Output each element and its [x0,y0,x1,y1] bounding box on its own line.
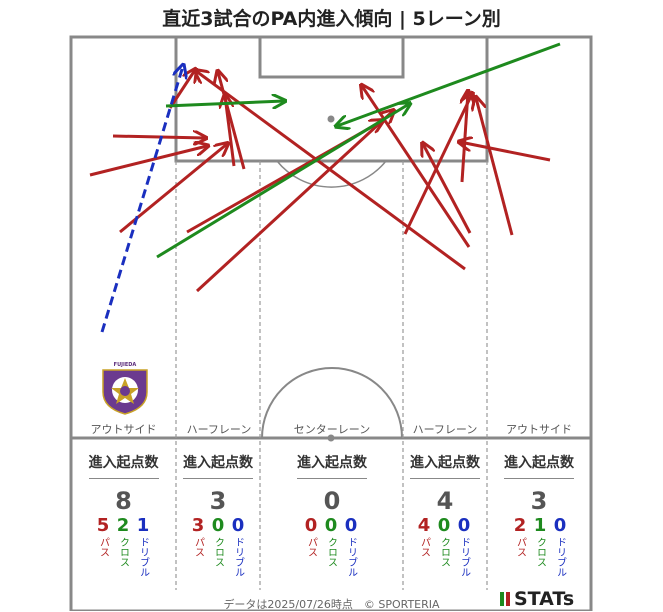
breakdown-outside-left: 5 パス 2 クロス 1 ドリブル [96,515,150,578]
pass-arrow [196,71,466,271]
pass-label: パス [305,537,317,557]
pass-label: パス [514,537,526,557]
center-spot [327,434,335,442]
dribble-label: ドリブル [458,537,470,577]
breakdown-center: 0 パス 0 クロス 0 ドリブル [304,515,358,578]
pass-arrow [168,70,195,109]
lane-label-outside-left: アウトサイド [90,423,157,436]
pass-label: パス [418,537,430,557]
pass-arrow [423,144,472,234]
breakdown-outside-right: 2 パス 1 クロス 0 ドリブル [513,515,567,578]
lane-label-center: センターレーン [293,423,371,436]
dribble-label: ドリブル [345,537,357,577]
cross-label: クロス [212,537,224,567]
dribble-count: 0 [457,515,471,536]
lane-stat-center: 進入起点数 0 [262,452,402,515]
stat-header: 進入起点数 [410,455,480,471]
emblem-text: FUJIEDA [114,362,137,368]
cross-count: 1 [533,515,547,536]
dribble-count: 1 [136,515,150,536]
breakdown-halfspace-right: 4 パス 0 クロス 0 ドリブル [417,515,471,578]
page-title: 直近3試合のPA内進入傾向 | 5レーン別 [162,8,501,30]
dribble-label: ドリブル [554,537,566,577]
stat-header: 進入起点数 [297,455,367,471]
pass-arrow [195,111,393,293]
lane-stat-halfspace-right: 進入起点数 4 [403,452,487,515]
pass-label: パス [97,537,109,557]
stat-header: 進入起点数 [504,455,574,471]
cross-count: 0 [437,515,451,536]
cross-count: 0 [211,515,225,536]
dribble-count: 0 [344,515,358,536]
cross-arrow [156,104,409,259]
penalty-spot [327,115,335,123]
pass-arrow [362,86,471,248]
cross-arrows [156,42,561,259]
cross-arrow [337,42,561,126]
stat-total: 4 [436,487,454,515]
pass-arrow [89,146,207,177]
stat-total: 3 [530,487,548,515]
dribble-count: 0 [553,515,567,536]
club-emblem: FUJIEDA [102,362,148,415]
goal-area [258,35,405,79]
stat-header: 進入起点数 [88,455,159,471]
pass-count: 2 [513,515,527,536]
pass-arrow [225,96,236,167]
cross-label: クロス [117,537,129,567]
cross-label: クロス [438,537,450,567]
dribble-arrow [100,66,183,333]
stat-total: 0 [323,487,341,515]
cross-count: 0 [324,515,338,536]
dribble-label: ドリブル [137,537,149,577]
pass-arrow [460,142,551,162]
stat-total: 8 [115,487,132,515]
stats-logo: STATs [500,588,574,610]
pass-count: 4 [417,515,431,536]
lane-label-outside-right: アウトサイド [506,423,572,436]
cross-label: クロス [534,537,546,567]
penalty-area [174,35,489,163]
lane-stat-halfspace-left: 進入起点数 3 [176,452,260,515]
pass-arrow [218,72,246,170]
pass-count: 0 [304,515,318,536]
stat-header: 進入起点数 [183,455,253,471]
pass-count: 5 [96,515,110,536]
dribble-arrows [100,66,183,333]
pass-arrows [89,70,551,293]
penalty-arc [276,160,387,188]
lane-stat-outside-right: 進入起点数 3 [490,452,588,515]
cross-label: クロス [325,537,337,567]
logo-text: STATs [514,588,575,610]
pass-arrow [403,94,472,235]
lane-label-halfspace-right: ハーフレーン [412,423,478,436]
dribble-label: ドリブル [232,537,244,577]
center-circle [261,367,403,439]
pass-count: 3 [191,515,205,536]
stat-total: 3 [209,487,227,515]
pass-label: パス [192,537,204,557]
breakdown-halfspace-left: 3 パス 0 クロス 0 ドリブル [191,515,245,578]
pass-arrow [476,98,514,236]
cross-count: 2 [116,515,130,536]
lane-label-halfspace-left: ハーフレーン [186,423,252,436]
dribble-count: 0 [231,515,245,536]
pass-arrow [112,136,205,138]
footer-credit: データは2025/07/26時点 © SPORTERIA [223,598,440,611]
cross-arrow [165,101,284,106]
lane-stat-outside-left: 進入起点数 8 [76,452,171,515]
